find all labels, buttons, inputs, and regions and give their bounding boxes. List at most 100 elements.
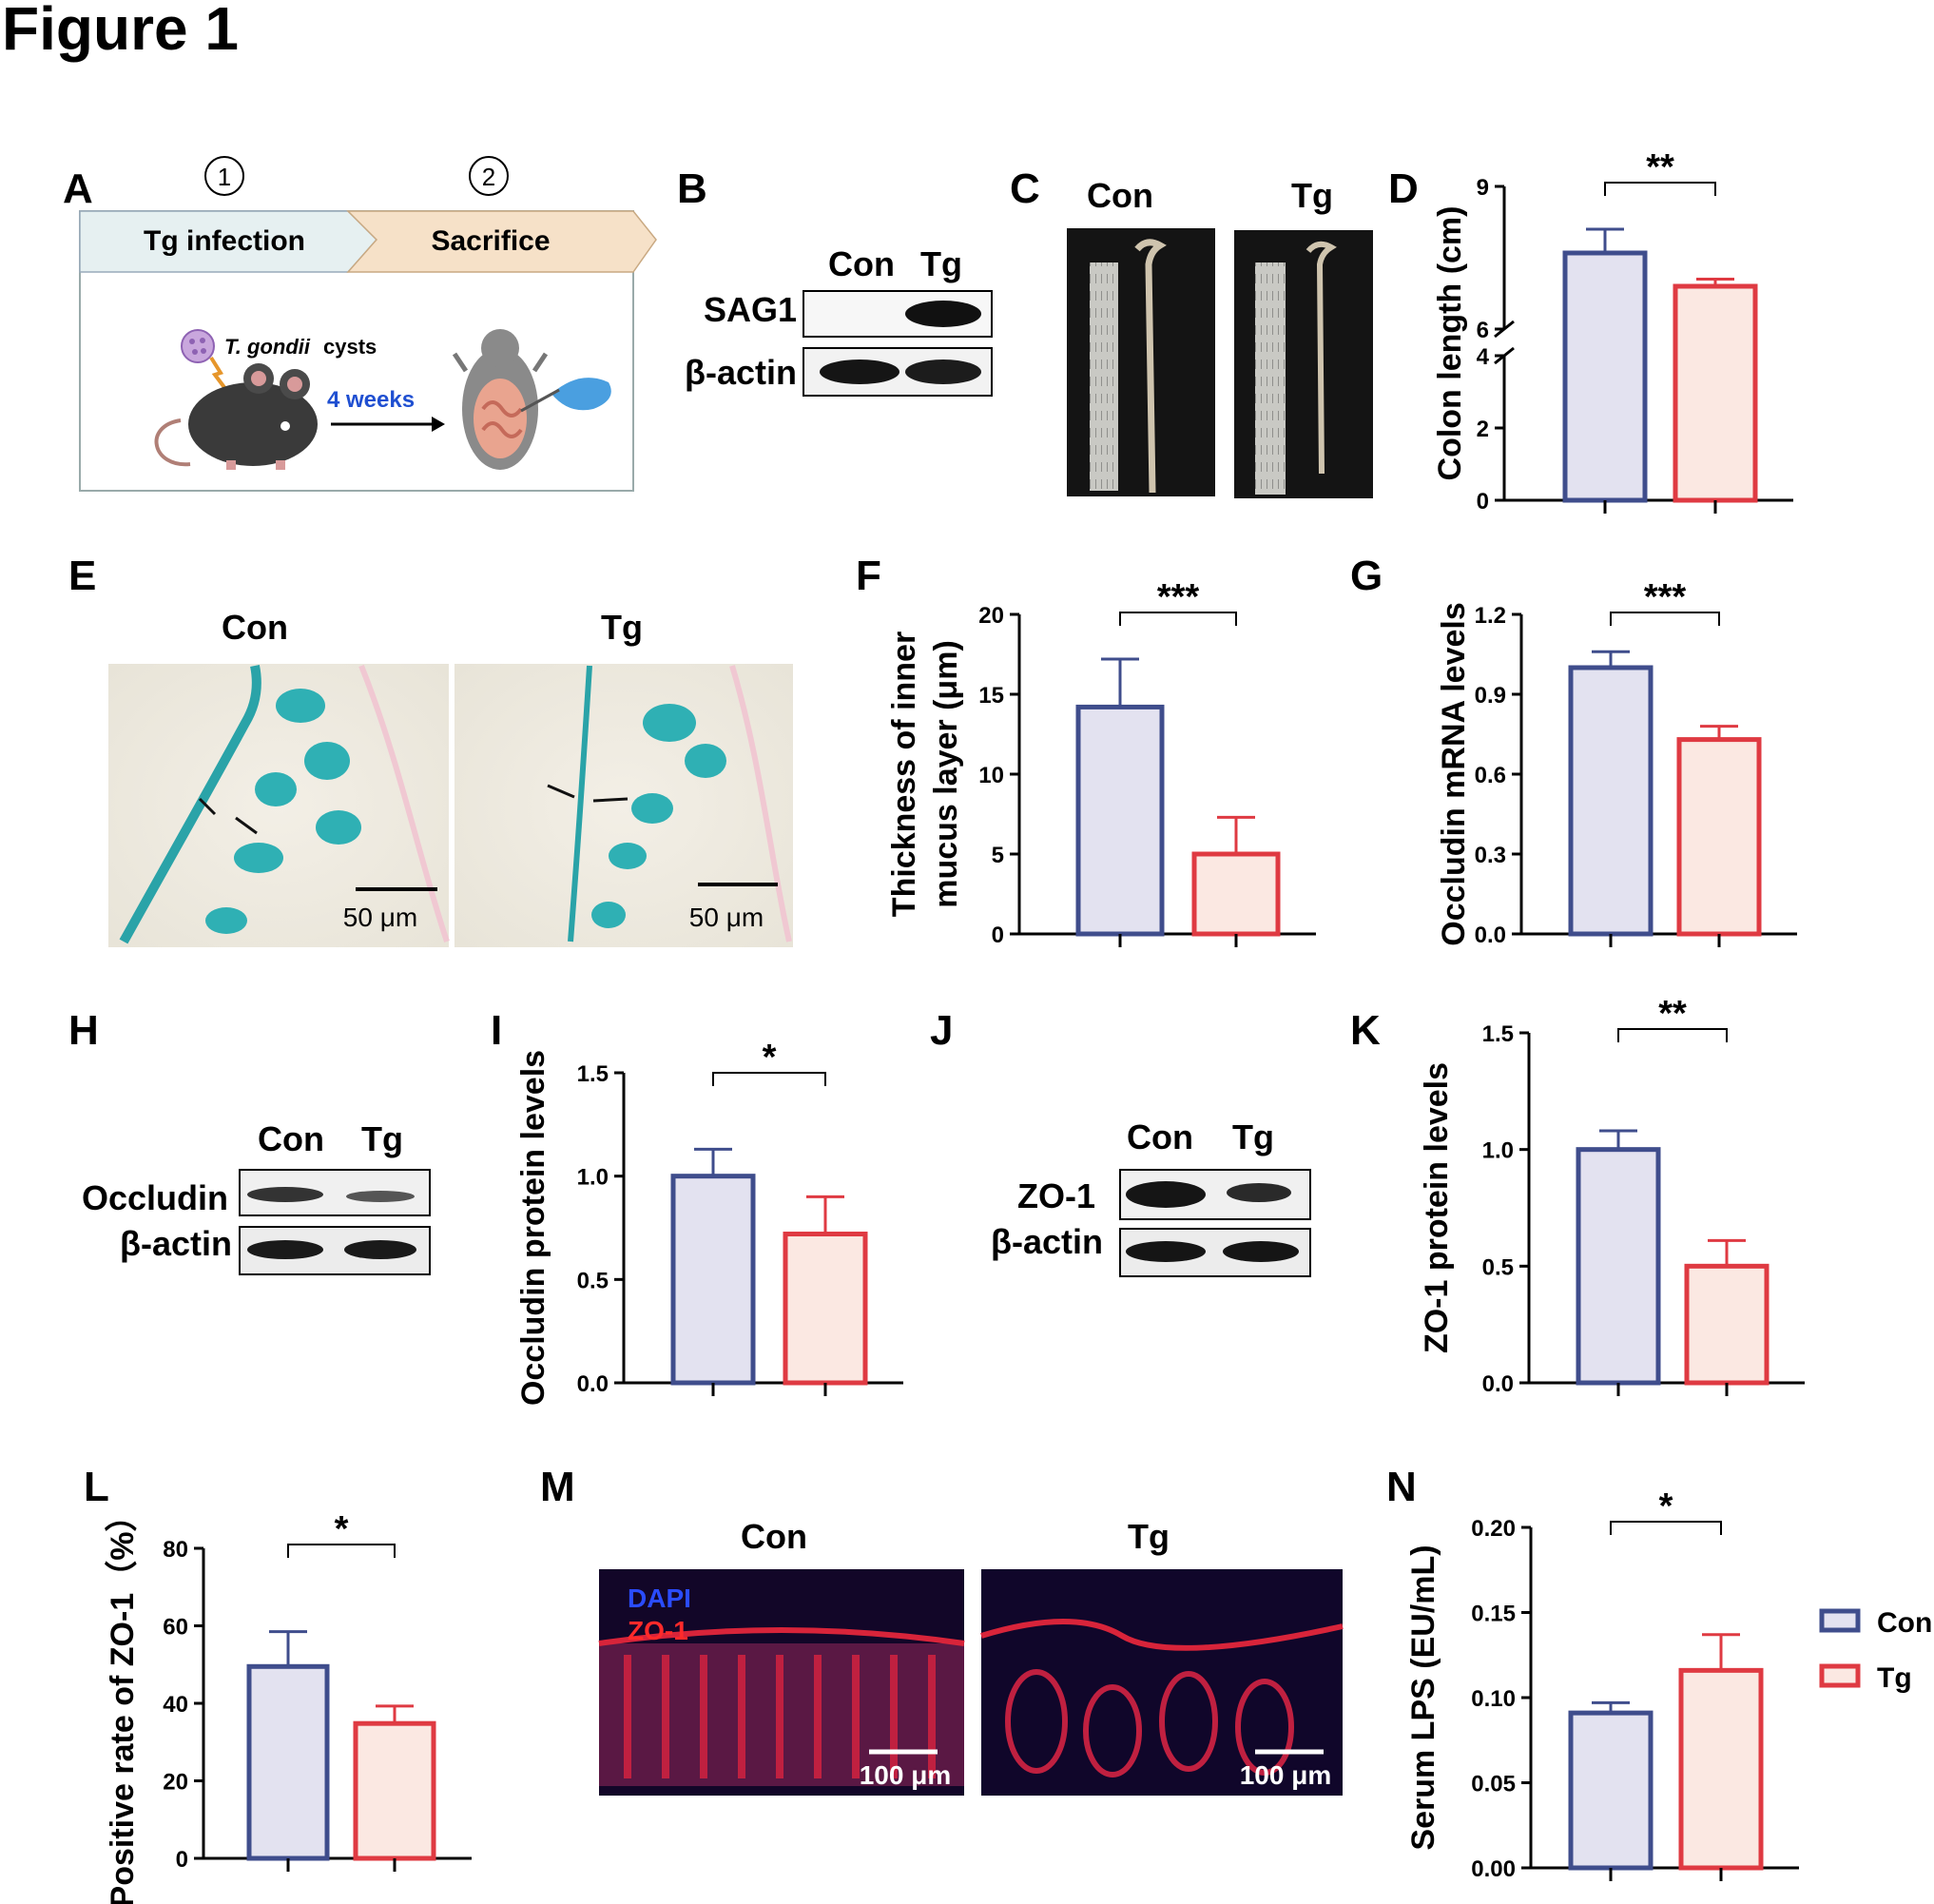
panel-label-l: L (84, 1464, 109, 1510)
bar-con (1562, 250, 1648, 503)
y-tick-label: 0.10 (1471, 1686, 1516, 1712)
blot-b-row-actin: β-actin (685, 353, 797, 392)
chart-l-zo1-positive-rate: 0 20 40 60 80 * Positive rate of ZO-1（%） (104, 1500, 472, 1904)
step2-number: 2 (482, 163, 495, 191)
y-tick-label: 1.0 (1482, 1138, 1514, 1164)
chart-k-zo1-protein: 0.0 0.5 1.0 1.5 ** ZO-1 protein levels (1419, 994, 1805, 1397)
y-tick-label: 20 (163, 1770, 188, 1796)
if-image-con: DAPI ZO-1 100 μm (598, 1569, 965, 1796)
y-tick-label: 0.0 (1482, 1371, 1514, 1397)
panel-b-blot: Con Tg SAG1 β-actin (685, 244, 993, 397)
panel-label-b: B (677, 165, 707, 212)
y-tick-label: 0 (176, 1847, 188, 1873)
bar-tg (1676, 737, 1762, 937)
histo-image-tg: 50 μm (454, 664, 793, 947)
blot-j-row-actin: β-actin (991, 1222, 1103, 1261)
legend-swatch-tg (1819, 1663, 1861, 1688)
mucus-arrow-2 (235, 816, 258, 835)
y-tick-label: 0 (992, 923, 1004, 948)
scale-label-e-tg: 50 μm (689, 903, 764, 932)
scale-label-m-tg: 100 μm (1240, 1760, 1332, 1790)
panel-label-d: D (1388, 165, 1419, 212)
panel-j-blot: Con Tg ZO-1 β-actin (991, 1117, 1311, 1277)
panel-label-j: J (930, 1007, 953, 1054)
y-tick-label: 0.3 (1475, 843, 1506, 868)
dissection-icon (452, 329, 611, 470)
y-tick-label: 1.5 (1482, 1021, 1514, 1047)
panel-label-h: H (68, 1007, 99, 1054)
y-tick-label: 5 (992, 843, 1004, 868)
y-tick-label: 0.6 (1475, 763, 1506, 788)
legend-label-con: Con (1877, 1607, 1932, 1639)
y-tick-label: 0.5 (577, 1268, 609, 1293)
significance-bracket (1610, 1521, 1722, 1535)
chart-i-occludin-protein: 0.0 0.5 1.0 1.5 * Occludin protein levels (515, 1038, 903, 1406)
histo-label-tg: Tg (601, 608, 643, 647)
y-tick-label: 0.05 (1471, 1772, 1516, 1797)
significance-stars: *** (1644, 577, 1687, 617)
significance-bracket (1604, 182, 1716, 196)
colon-photo-tg (1234, 230, 1373, 498)
significance-stars: ** (1658, 994, 1687, 1034)
colon-label-tg: Tg (1291, 176, 1333, 215)
y-axis-label: ZO-1 protein levels (1419, 1062, 1455, 1353)
if-stain-dapi: DAPI (628, 1583, 691, 1613)
chart-g-occludin-mrna: 0.0 0.3 0.6 0.9 1.2 *** Occludin mRNA levels (1436, 577, 1797, 948)
significance-bracket (1610, 612, 1720, 626)
panel-label-a: A (63, 165, 93, 212)
y-tick-label: 0.0 (577, 1371, 609, 1397)
y-tick-label: 9 (1477, 175, 1489, 201)
blot-h-lane-con: Con (258, 1119, 324, 1158)
bar-tg (1684, 1263, 1770, 1386)
blot-h-row-actin: β-actin (120, 1224, 232, 1263)
histo-image-con: 50 μm (108, 664, 450, 947)
colon-label-con: Con (1087, 176, 1153, 215)
histo-label-con: Con (222, 608, 288, 647)
cyst-icon (181, 329, 228, 392)
chart-f-mucus-thickness: 0 5 10 15 20 *** Thickness of inner mucus layer… (886, 577, 1316, 948)
blot-j-actin-band-con (1126, 1241, 1206, 1262)
step1-number: 1 (218, 163, 231, 191)
panel-label-i: I (491, 1007, 502, 1054)
scale-label-m-con: 100 μm (860, 1760, 952, 1790)
y-tick-label: 0.5 (1482, 1254, 1514, 1280)
y-axis-label-line1: Thickness of inner (886, 631, 922, 917)
panel-a-schematic: 1 2 Tg infection Sacrifice T. gondii cys… (79, 156, 657, 492)
bar-con (1576, 1147, 1661, 1386)
cysts-label-italic: T. gondii (224, 335, 311, 359)
significance-bracket (1617, 1028, 1728, 1042)
mouse-icon (154, 363, 318, 470)
panel-c-photos: Con Tg (1067, 176, 1373, 498)
blot-j-lane-tg: Tg (1232, 1117, 1274, 1156)
blot-j-row-zo1: ZO-1 (1017, 1176, 1095, 1215)
panel-label-n: N (1386, 1464, 1417, 1510)
blot-h-occludin-band-con (247, 1187, 323, 1202)
panel-label-k: K (1350, 1007, 1381, 1054)
blot-h-row-occludin: Occludin (82, 1178, 228, 1217)
significance-stars: * (335, 1509, 349, 1549)
y-axis-label: Colon length (cm) (1432, 206, 1468, 481)
y-tick-label: 10 (978, 763, 1004, 788)
y-tick-label: 1.2 (1475, 603, 1506, 629)
panel-label-f: F (856, 553, 881, 599)
significance-stars: * (763, 1038, 777, 1078)
panel-labels: A B C D E F G H I J K L M N (63, 165, 1419, 1510)
cysts-label-rest: cysts (323, 335, 377, 359)
significance-bracket (1119, 612, 1237, 626)
figure-title: Figure 1 (2, 0, 239, 63)
blot-h-occludin-band-tg (346, 1191, 415, 1202)
bar-tg (783, 1232, 868, 1386)
mucus-arrow-3 (547, 784, 575, 799)
blot-j-zo1-band-tg (1227, 1183, 1291, 1202)
mucus-arrow-4 (592, 797, 629, 803)
y-tick-label: 60 (163, 1615, 188, 1641)
blot-j-lane-con: Con (1127, 1117, 1193, 1156)
significance-stars: ** (1646, 147, 1674, 187)
significance-bracket (287, 1544, 396, 1558)
blot-b-lane-tg: Tg (920, 244, 962, 283)
y-axis-label-line2: mucus layer (μm) (928, 640, 964, 908)
significance-bracket (712, 1072, 826, 1086)
scale-label-e-con: 50 μm (343, 903, 417, 932)
y-tick-label: 1.5 (577, 1061, 609, 1087)
